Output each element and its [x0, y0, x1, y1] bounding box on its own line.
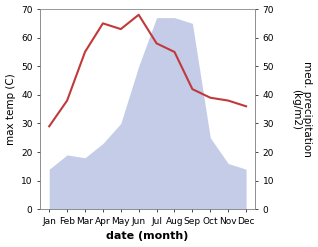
Y-axis label: max temp (C): max temp (C)	[5, 73, 16, 145]
Y-axis label: med. precipitation
(kg/m2): med. precipitation (kg/m2)	[291, 61, 313, 157]
X-axis label: date (month): date (month)	[107, 231, 189, 242]
